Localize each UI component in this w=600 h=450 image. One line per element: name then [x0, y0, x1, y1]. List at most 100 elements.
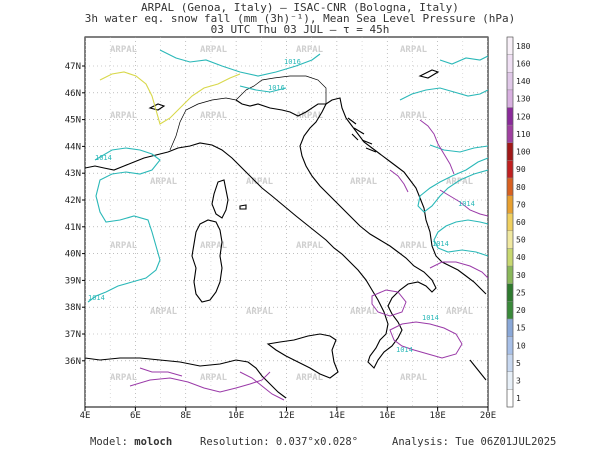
watermark-text: ARPAL: [400, 373, 428, 383]
isobar-label-layer: 1014 1016 1014 1014 1014 1014 1016 1014: [88, 58, 475, 354]
lat-label: 40N: [65, 250, 81, 260]
watermark-layer: ARPAL ARPAL ARPAL ARPAL ARPAL ARPAL ARPAL ARPAL…: [110, 45, 474, 383]
lon-label: 14E: [329, 411, 345, 421]
colorbar-swatch: [506, 389, 514, 408]
colorbar-swatch: [506, 301, 514, 320]
lat-label: 39N: [65, 276, 81, 286]
colorbar-label: 40: [516, 253, 526, 262]
precip-africa-coast: [139, 367, 183, 377]
colorbar: 1 3 5 10 15 20 25 30 40 50 60 70 80 90 100 110 120 130 140…: [506, 36, 531, 408]
watermark-text: ARPAL: [200, 241, 228, 251]
watermark-text: ARPAL: [400, 241, 428, 251]
watermark-text: ARPAL: [350, 177, 378, 187]
lon-label: 12E: [278, 411, 294, 421]
lake-balaton: [418, 69, 440, 79]
lat-labels: 36N 37N 38N 39N 40N 41N 42N 43N 44N 45N 46N 47N: [65, 62, 85, 367]
colorbar-swatch: [506, 318, 514, 337]
watermark-text: ARPAL: [246, 307, 274, 317]
lat-lon-grid: [85, 37, 488, 407]
colorbar-label: 140: [516, 77, 531, 86]
colorbar-frame: [506, 36, 514, 408]
watermark-text: ARPAL: [200, 111, 228, 121]
model-label: Model:: [90, 436, 128, 448]
precip-south-sicily: [129, 371, 271, 393]
lat-label: 36N: [65, 357, 81, 367]
isobar-1014-northeast: [399, 87, 488, 101]
coast-sardinia: [191, 219, 223, 303]
precip-adriatic: [389, 169, 409, 193]
coast-greece: [469, 359, 487, 381]
isobar-label: 1014: [422, 314, 439, 322]
isobar-label: 1014: [396, 346, 413, 354]
precip-balkans-2: [439, 189, 488, 217]
isobar-1014-east: [417, 157, 488, 213]
colorbar-label: 3: [516, 377, 521, 386]
colorbar-label: 80: [516, 183, 526, 192]
watermark-text: ARPAL: [296, 45, 324, 55]
colorbar-label: 60: [516, 218, 526, 227]
resolution-value: 0.037°x0.028°: [275, 436, 359, 448]
watermark-text: ARPAL: [200, 373, 228, 383]
colorbar-swatch: [506, 230, 514, 249]
lon-label: 16E: [379, 411, 395, 421]
lon-label: 20E: [480, 411, 496, 421]
colorbar-label: 15: [516, 324, 526, 333]
watermark-text: ARPAL: [296, 373, 324, 383]
title-line-2: 3h water eq. snow fall (mm (3h)⁻¹), Mean…: [84, 12, 516, 25]
watermark-text: ARPAL: [296, 241, 324, 251]
precip-sicily-south: [239, 371, 285, 401]
isobar-label: 1014: [88, 294, 105, 302]
precip-balkans-1: [419, 119, 455, 175]
colorbar-label: 130: [516, 95, 531, 104]
lat-label: 41N: [65, 223, 81, 233]
colorbar-swatch: [506, 142, 514, 161]
weather-map: ARPAL ARPAL ARPAL ARPAL ARPAL ARPAL ARPAL ARPAL…: [65, 36, 531, 421]
model-value: moloch: [134, 436, 173, 448]
coast-north-africa: [85, 357, 287, 399]
colorbar-swatch: [506, 265, 514, 284]
isobar-label: 1014: [458, 200, 475, 208]
resolution-label: Resolution:: [200, 436, 270, 448]
colorbar-swatch: [506, 212, 514, 232]
colorbar-swatch: [506, 72, 514, 91]
colorbar-label: 160: [516, 59, 531, 68]
coast-elba: [239, 204, 247, 210]
colorbar-label: 110: [516, 130, 531, 139]
isobar-1016-alps: [239, 85, 287, 93]
coastlines: [85, 69, 487, 399]
lat-label: 47N: [65, 62, 81, 72]
lon-label: 10E: [228, 411, 244, 421]
colorbar-label: 5: [516, 359, 521, 368]
watermark-text: ARPAL: [350, 307, 378, 317]
isobar-label: 1014: [95, 154, 112, 162]
isobar-yellow-alps: [99, 71, 241, 125]
isobar-label: 1016: [284, 58, 301, 66]
isobar-1014-ionian: [429, 144, 488, 153]
colorbar-swatch: [506, 36, 514, 55]
footer-model: Model: moloch: [90, 436, 172, 448]
lat-label: 46N: [65, 89, 81, 99]
watermark-text: ARPAL: [110, 111, 138, 121]
lon-label: 18E: [429, 411, 445, 421]
title-line-3: 03 UTC Thu 03 JUL – τ = 45h: [210, 23, 390, 36]
colorbar-label: 30: [516, 271, 526, 280]
colorbar-swatch: [506, 336, 514, 355]
lat-label: 44N: [65, 142, 81, 152]
colorbar-swatch: [506, 89, 514, 108]
watermark-text: ARPAL: [110, 45, 138, 55]
watermark-text: ARPAL: [446, 177, 474, 187]
isobar-yellow: [99, 71, 241, 125]
precip-ionian: [429, 261, 488, 279]
colorbar-label: 100: [516, 148, 531, 157]
lat-label: 45N: [65, 116, 81, 126]
colorbar-label: 25: [516, 288, 526, 297]
colorbar-label: 70: [516, 200, 526, 209]
watermark-text: ARPAL: [246, 177, 274, 187]
colorbar-swatch: [506, 353, 514, 372]
coast-sicily: [266, 333, 339, 379]
watermark-text: ARPAL: [200, 45, 228, 55]
watermark-text: ARPAL: [446, 307, 474, 317]
watermark-text: ARPAL: [150, 307, 178, 317]
colorbar-swatch: [506, 177, 514, 196]
isobar-label: 1014: [432, 240, 449, 248]
